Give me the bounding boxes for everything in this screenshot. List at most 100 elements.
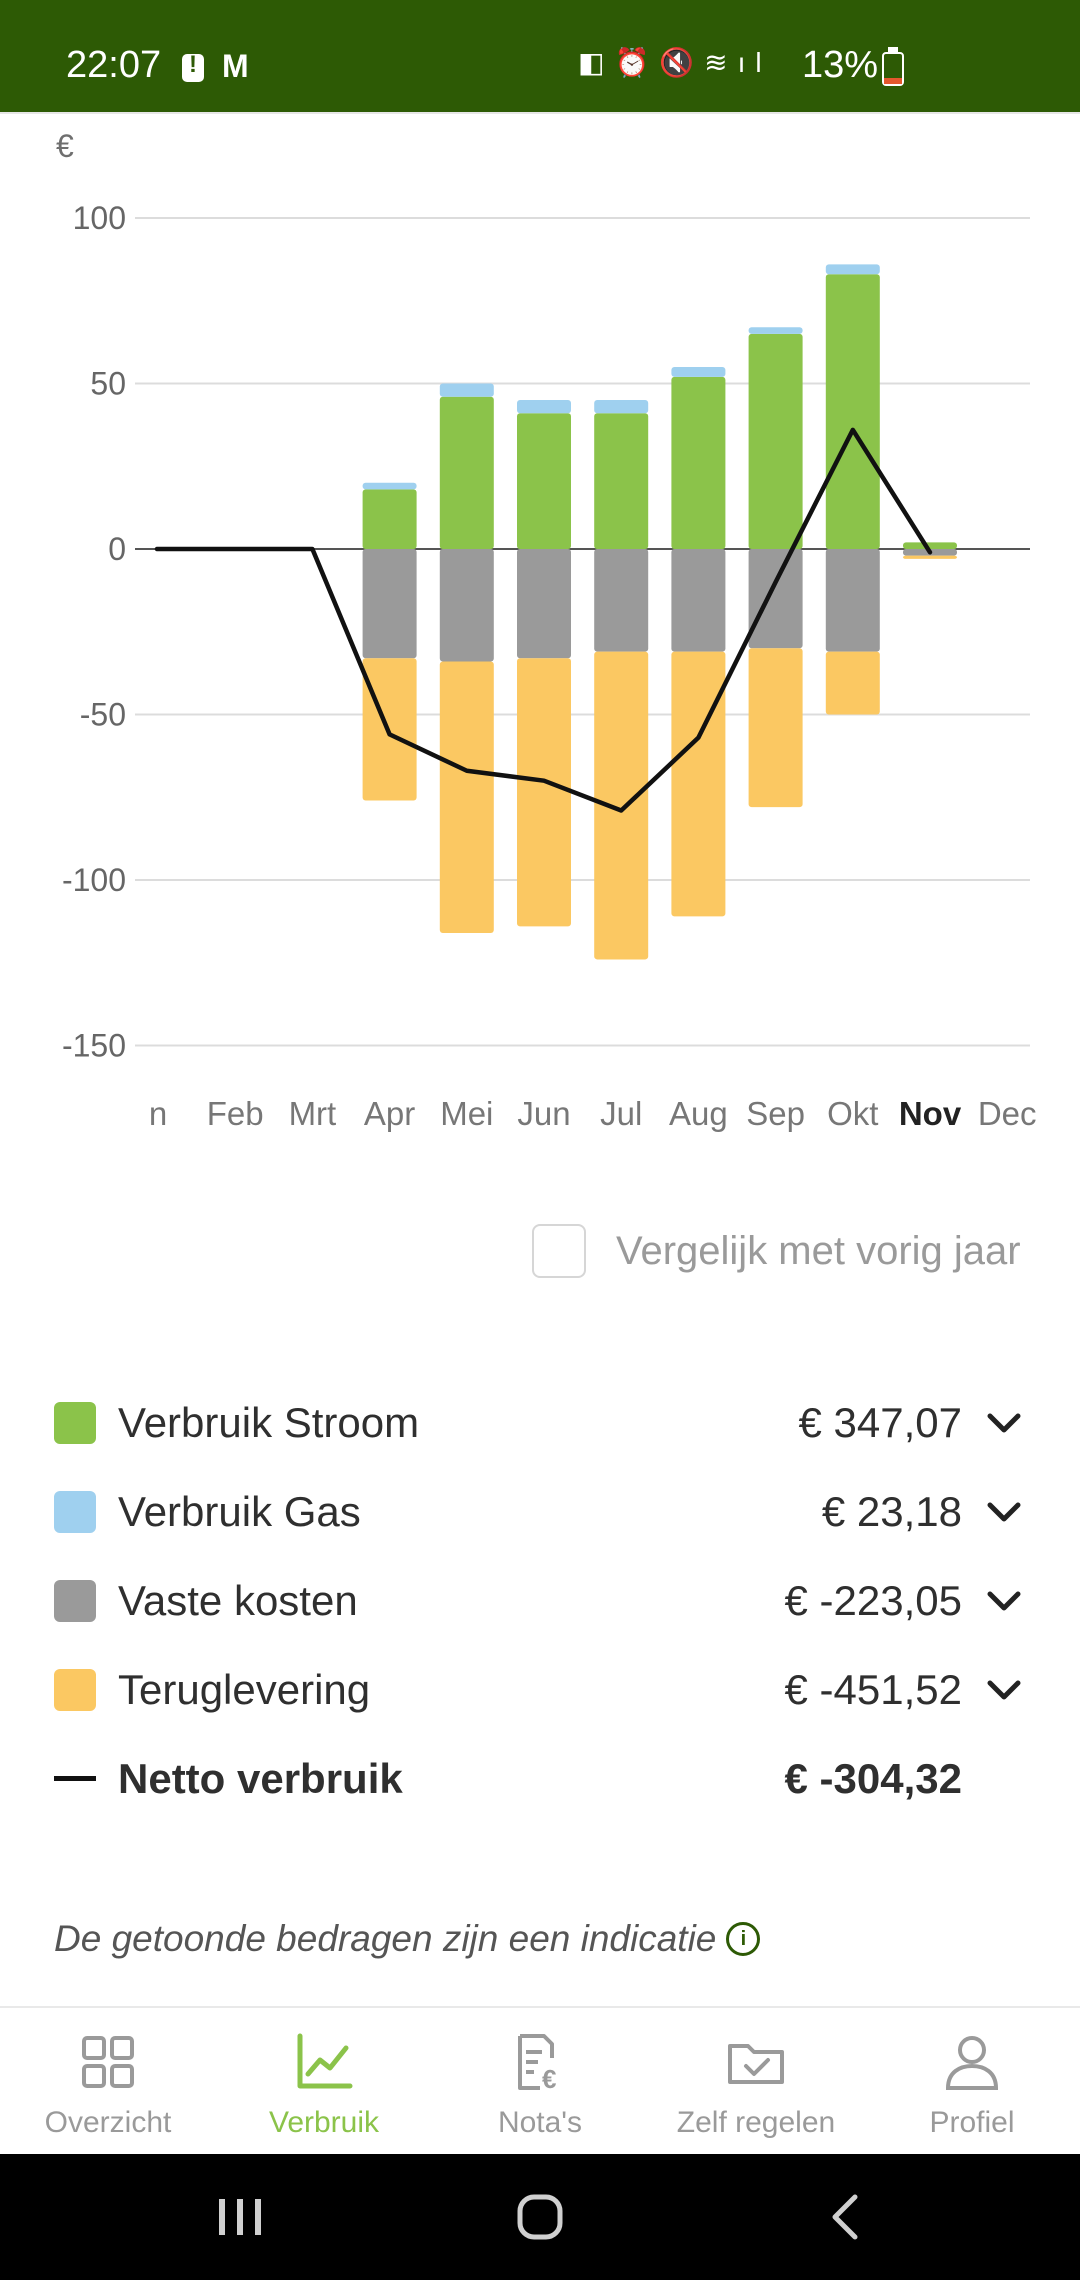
legend-label: Verbruik Stroom [118,1398,420,1446]
legend-line-swatch [54,1758,96,1800]
legend-swatch-gas [54,1490,96,1533]
bar-segment [671,549,726,652]
chevron-down-icon[interactable] [984,1408,1024,1438]
compare-checkbox[interactable] [532,1224,586,1278]
chart-icon [297,2033,353,2089]
x-tick-label: Apr [364,1095,415,1132]
battery-percent: 13% [802,44,879,86]
x-tick-label: Nov [899,1095,962,1132]
grid-icon [82,2036,134,2088]
x-tick-label: n [149,1095,167,1132]
legend-value: € -451,52 [784,1665,962,1713]
chevron-down-icon[interactable] [984,1586,1024,1616]
bar-segment [671,376,726,549]
x-tick-label: Okt [827,1095,878,1132]
legend-swatch-stroom [54,1401,96,1444]
legend-value: € -223,05 [784,1576,962,1624]
nav-item-overzicht[interactable]: Overzicht [0,2008,216,2156]
battery-icon [882,47,904,86]
x-tick-label: Mrt [289,1095,337,1132]
alert-icon [182,51,204,82]
svg-text:€: € [542,2064,556,2092]
bar-segment [517,400,571,414]
y-tick-label: -50 [80,697,126,733]
legend-row-gas[interactable]: Verbruik Gas € 23,18 [54,1467,1024,1556]
bar-segment [517,413,571,549]
bar-segment [362,482,417,490]
x-tick-label: Jun [517,1095,570,1132]
chevron-down-icon[interactable] [984,1497,1024,1527]
bar-segment [748,327,803,334]
bar-segment [671,366,726,377]
bar-segment [825,274,880,549]
nav-label: Profiel [929,2106,1015,2139]
y-axis-unit: € [56,128,74,164]
bar-segment [594,413,649,549]
bar-segment [748,648,803,808]
back-button[interactable] [815,2154,875,2280]
bottom-navigation: Overzicht Verbruik € Nota's Zelf regelen… [0,2006,1080,2156]
usage-chart[interactable]: 100 50 0 -50 -100 -150 n Feb Mrt Apr Mei Jun Jul Aug S… [0,114,1080,1154]
legend: Verbruik Stroom € 347,07 Verbruik Gas € … [54,1378,1024,1823]
legend-total-label: Netto verbruik [118,1754,403,1802]
nav-item-zelf-regelen[interactable]: Zelf regelen [648,2008,864,2156]
bar-segment [748,333,803,549]
bar-segment [439,549,494,662]
nav-item-notas[interactable]: € Nota's [432,2008,648,2156]
bar-segment [825,549,880,652]
info-icon[interactable]: i [726,1922,761,1956]
y-tick-label: 50 [90,366,126,402]
bar-segment [825,264,880,275]
legend-value: € 347,07 [798,1398,963,1446]
y-tick-label: 0 [108,531,126,567]
recents-icon [219,2199,261,2235]
bar-segment [903,555,957,559]
legend-label: Vaste kosten [118,1576,358,1624]
legend-row-netto: Netto verbruik € -304,32 [54,1734,1024,1823]
bar-segment [517,658,571,927]
recent-apps-button[interactable] [210,2154,270,2280]
compare-label: Vergelijk met vorig jaar [616,1228,1021,1273]
nav-item-profiel[interactable]: Profiel [864,2008,1080,2156]
legend-row-stroom[interactable]: Verbruik Stroom € 347,07 [54,1378,1024,1467]
status-time: 22:07 [66,44,162,86]
legend-label: Verbruik Gas [118,1487,361,1535]
bar-segment [903,542,957,549]
bar-segment [825,651,880,715]
x-tick-label: Sep [746,1095,805,1132]
bar-segment [671,651,726,917]
bar-segment [439,383,494,397]
nav-label: Nota's [497,2106,583,2139]
bar-segment [748,549,803,649]
legend-total-value: € -304,32 [784,1754,962,1802]
bar-segment [594,400,649,414]
nav-label: Verbruik [268,2106,380,2139]
folder-check-icon [728,2044,784,2084]
divider [0,112,1080,114]
legend-swatch-vaste-kosten [54,1579,96,1622]
legend-row-vaste-kosten[interactable]: Vaste kosten € -223,05 [54,1556,1024,1645]
home-icon [517,2194,563,2240]
gmail-icon: M [222,48,249,84]
y-tick-label: -150 [62,1028,126,1064]
x-tick-label: Mei [440,1095,493,1132]
person-icon [945,2036,999,2090]
system-navigation-bar [0,2154,1080,2280]
y-tick-label: 100 [73,200,126,236]
bar-segment [439,661,494,933]
system-status-icons: ◧⏰🔇≋ıl [578,47,772,78]
chevron-down-icon[interactable] [984,1675,1024,1705]
compare-toggle[interactable]: Vergelijk met vorig jaar [532,1224,1021,1278]
bar-segment [362,489,417,549]
bar-segment [594,549,649,652]
legend-row-teruglevering[interactable]: Teruglevering € -451,52 [54,1645,1024,1734]
nav-label: Zelf regelen [676,2106,836,2139]
status-bar: 22:07 M ◧⏰🔇≋ıl 13% [0,0,1080,112]
nav-item-verbruik[interactable]: Verbruik [216,2008,432,2156]
x-tick-label: Feb [207,1095,264,1132]
bar-segment [362,549,417,659]
bar-segment [517,549,571,659]
disclaimer: De getoonde bedragen zijn een indicatie … [54,1918,761,1960]
home-button[interactable] [510,2154,570,2280]
bar-segment [439,396,494,549]
